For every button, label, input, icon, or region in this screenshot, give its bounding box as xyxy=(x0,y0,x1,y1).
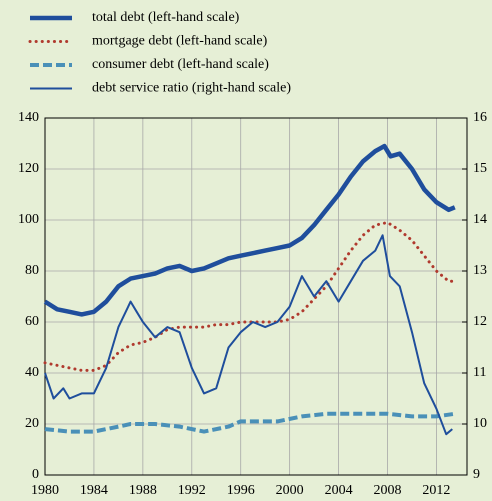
x-tick-label: 1980 xyxy=(31,483,59,498)
legend-label: consumer debt (left-hand scale) xyxy=(92,57,269,72)
x-tick-label: 1996 xyxy=(227,483,255,498)
y-tick-label: 120 xyxy=(18,161,39,176)
y-tick-label: 80 xyxy=(25,263,39,278)
plot-frame xyxy=(44,117,468,476)
y-tick-label: 40 xyxy=(25,365,39,380)
y2-tick-label: 9 xyxy=(473,467,480,482)
y2-tick-label: 13 xyxy=(473,263,487,278)
series-line xyxy=(43,221,457,372)
x-tick-label: 1992 xyxy=(178,483,206,498)
x-tick-label: 1984 xyxy=(80,483,108,498)
y2-tick-label: 10 xyxy=(473,416,487,431)
x-tick-label: 2004 xyxy=(325,483,353,498)
y-tick-label: 60 xyxy=(25,314,39,329)
x-tick-label: 2008 xyxy=(373,483,401,498)
series-line xyxy=(44,411,456,434)
series-line xyxy=(44,234,453,436)
x-tick-label: 2000 xyxy=(276,483,304,498)
y-tick-label: 20 xyxy=(25,416,39,431)
legend-label: debt service ratio (right-hand scale) xyxy=(92,81,291,96)
legend-label: total debt (left-hand scale) xyxy=(92,10,240,25)
series-line xyxy=(43,143,456,317)
y2-tick-label: 14 xyxy=(473,212,487,227)
x-tick-label: 1988 xyxy=(129,483,157,498)
y-tick-label: 0 xyxy=(32,467,39,482)
x-tick-label: 2012 xyxy=(422,483,450,498)
y2-tick-label: 16 xyxy=(473,110,487,125)
y-tick-label: 140 xyxy=(18,110,39,125)
y-tick-label: 100 xyxy=(18,212,39,227)
y2-tick-label: 12 xyxy=(473,314,487,329)
y2-tick-label: 15 xyxy=(473,161,487,176)
legend-label: mortgage debt (left-hand scale) xyxy=(92,34,268,49)
y2-tick-label: 11 xyxy=(473,365,486,380)
